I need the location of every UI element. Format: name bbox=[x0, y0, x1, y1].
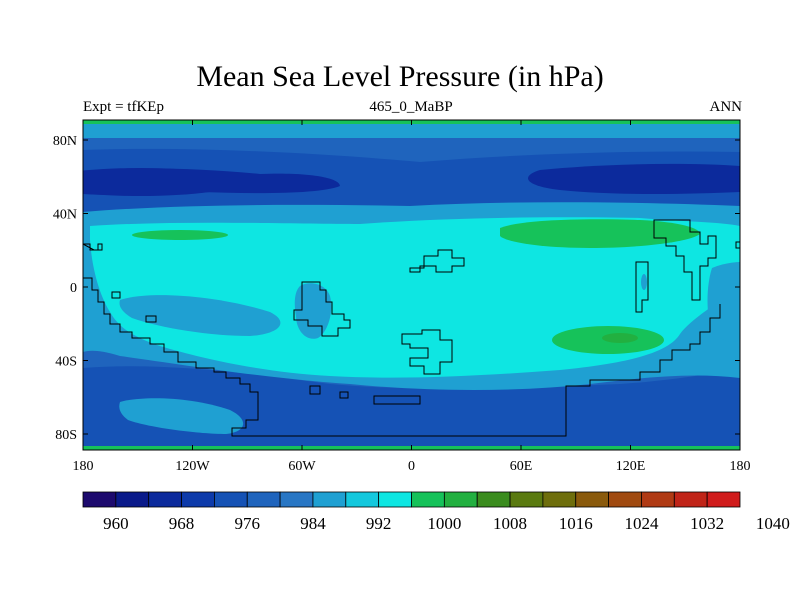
colorbar-label: 1024 bbox=[624, 514, 659, 533]
subtropical-south-lobe bbox=[119, 398, 244, 434]
colorbar-box bbox=[345, 491, 380, 508]
x-tick-label: 180 bbox=[73, 459, 94, 474]
colorbar-box bbox=[641, 491, 675, 508]
continent-east-peninsula bbox=[635, 261, 649, 313]
experiment-label: Expt = tfKEp bbox=[83, 99, 164, 115]
x-tick-label: 0 bbox=[408, 459, 415, 474]
low-core-west-extension bbox=[83, 168, 340, 195]
east-coast-low-pocket bbox=[641, 274, 647, 290]
season-label: ANN bbox=[709, 99, 743, 115]
tropical-east-pacific-tongue bbox=[119, 295, 281, 336]
tropical-atlantic-lobe bbox=[294, 283, 332, 339]
coastline bbox=[82, 219, 741, 437]
time-label: 465_0_MaBP bbox=[369, 99, 453, 115]
colorbar-box bbox=[411, 491, 445, 508]
colorbar: 960 968 976 984 992 1000 1008 1016 1024 1032 1040 bbox=[82, 491, 790, 533]
polar-strip-bottom bbox=[83, 438, 740, 446]
continent-east-block bbox=[653, 219, 717, 301]
colorbar-label: 984 bbox=[300, 514, 326, 533]
colorbar-box bbox=[148, 491, 182, 508]
polar-strip-top bbox=[83, 124, 740, 138]
colorbar-label: 1016 bbox=[559, 514, 593, 533]
y-tick-label: 0 bbox=[70, 281, 77, 296]
x-tick-label: 180 bbox=[730, 459, 751, 474]
colorbar-box bbox=[213, 491, 248, 508]
colorbar-box bbox=[246, 491, 281, 508]
colorbar-box bbox=[443, 491, 478, 508]
colorbar-label: 1032 bbox=[690, 514, 724, 533]
x-tick-label: 60W bbox=[288, 459, 316, 474]
contour-field bbox=[83, 120, 740, 450]
continent-south-coast bbox=[373, 395, 421, 405]
colorbar-box bbox=[82, 491, 117, 508]
colorbar-box bbox=[608, 491, 642, 508]
high-cell-north-pacific bbox=[132, 230, 228, 240]
high-cell-south-core bbox=[602, 333, 638, 343]
colorbar-box bbox=[279, 491, 314, 508]
colorbar-box bbox=[673, 491, 708, 508]
y-tick-label: 80N bbox=[53, 134, 77, 149]
colorbar-label: 968 bbox=[169, 514, 195, 533]
plot-title: Mean Sea Level Pressure (in hPa) bbox=[196, 60, 604, 93]
east-margin-tongue bbox=[707, 262, 740, 342]
y-tick-label: 40S bbox=[55, 355, 77, 370]
colorbar-label: 960 bbox=[103, 514, 129, 533]
colorbar-label: 1040 bbox=[756, 514, 790, 533]
colorbar-label: 992 bbox=[366, 514, 392, 533]
colorbar-box bbox=[115, 491, 150, 508]
colorbar-box bbox=[181, 491, 215, 508]
island-small-3 bbox=[309, 385, 321, 395]
axes: 180 120W 60W 0 60E 120E 180 80N 40N 0 40S 80S bbox=[53, 120, 751, 474]
y-tick-label: 80S bbox=[55, 428, 77, 443]
colorbar-box bbox=[476, 491, 511, 508]
colorbar-box bbox=[378, 491, 412, 508]
colorbar-box bbox=[509, 491, 544, 508]
x-tick-label: 120W bbox=[175, 459, 210, 474]
colorbar-box bbox=[312, 491, 347, 508]
island-small-4 bbox=[339, 391, 349, 399]
high-cell-north-east bbox=[500, 219, 700, 248]
colorbar-label: 1000 bbox=[427, 514, 461, 533]
x-tick-label: 60E bbox=[510, 459, 533, 474]
northern-high-lat-band bbox=[83, 148, 740, 214]
x-tick-label: 120E bbox=[616, 459, 646, 474]
y-tick-label: 40N bbox=[53, 208, 77, 223]
island-small-1 bbox=[111, 291, 121, 299]
continent-west-edge bbox=[82, 243, 103, 251]
colorbar-box bbox=[542, 491, 577, 508]
continent-atlantic-island bbox=[293, 281, 351, 337]
continent-central-north bbox=[409, 249, 465, 273]
low-core-east bbox=[528, 163, 740, 194]
continent-central-south bbox=[401, 329, 453, 375]
continent-north-west bbox=[83, 277, 721, 437]
colorbar-label: 976 bbox=[235, 514, 261, 533]
colorbar-box bbox=[575, 491, 609, 508]
colorbar-box bbox=[706, 491, 741, 508]
island-small-2 bbox=[145, 315, 157, 323]
colorbar-label: 1008 bbox=[493, 514, 527, 533]
